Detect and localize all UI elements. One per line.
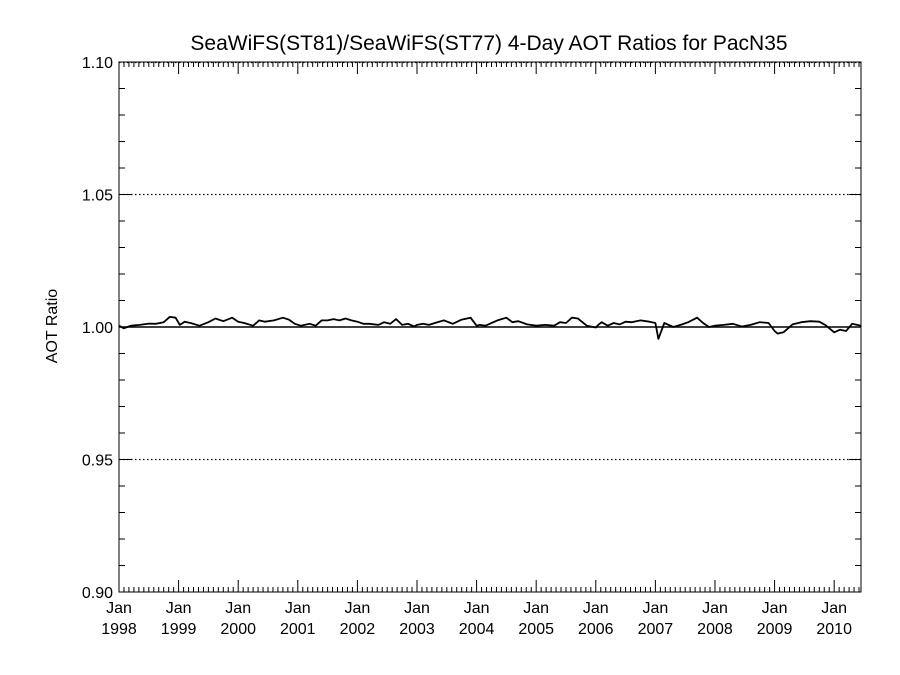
chart-title: SeaWiFS(ST81)/SeaWiFS(ST77) 4-Day AOT Ra… — [190, 32, 787, 55]
x-tick-label-month: Jan — [762, 600, 788, 617]
y-tick-label: 0.90 — [82, 585, 113, 602]
x-tick-label-year: 1998 — [101, 621, 137, 638]
x-tick-label-year: 2002 — [340, 621, 376, 638]
grid-layer — [119, 61, 861, 461]
x-tick-label-month: Jan — [106, 600, 132, 617]
x-tick-label-month: Jan — [821, 600, 847, 617]
x-tick-label-month: Jan — [285, 600, 311, 617]
x-tick-label-month: Jan — [523, 600, 549, 617]
x-tick-label-month: Jan — [225, 600, 251, 617]
x-tick-label-month: Jan — [166, 600, 192, 617]
x-tick-label-month: Jan — [404, 600, 430, 617]
plot-frame — [118, 61, 862, 593]
x-tick-label-year: 2007 — [638, 621, 674, 638]
x-tick-label-month: Jan — [464, 600, 490, 617]
y-tick-labels: 0.90 0.95 1.00 1.05 1.10 — [82, 55, 113, 602]
series-line-0 — [118, 315, 862, 340]
x-tick-label-year: 2004 — [459, 621, 495, 638]
x-tick-label-year: 2000 — [220, 621, 256, 638]
y-tick-label: 1.05 — [82, 188, 113, 205]
x-tick-label-month: Jan — [702, 600, 728, 617]
x-tick-label-year: 2010 — [816, 621, 852, 638]
x-tick-label-year: 2001 — [280, 621, 316, 638]
y-tick-label: 1.10 — [82, 55, 113, 72]
x-tick-label-year: 2005 — [518, 621, 554, 638]
x-tick-label-month: Jan — [642, 600, 668, 617]
x-tick-label-month: Jan — [583, 600, 609, 617]
x-tick-label-year: 2009 — [757, 621, 793, 638]
y-tick-label: 1.00 — [82, 320, 113, 337]
x-tick-label-year: 2008 — [697, 621, 733, 638]
x-tick-labels: Jan 1998 Jan 1999 Jan 2000 Jan 2001 Jan 2002 Jan 20… — [101, 600, 852, 638]
x-tick-label-year: 1999 — [161, 621, 197, 638]
y-axis-label: AOT Ratio — [44, 289, 61, 364]
x-tick-label-year: 2006 — [578, 621, 614, 638]
x-tick-label-year: 2003 — [399, 621, 435, 638]
y-tick-label: 0.95 — [82, 453, 113, 470]
series-layer — [118, 315, 862, 340]
x-tick-label-month: Jan — [344, 600, 370, 617]
tick-layer — [118, 61, 861, 593]
